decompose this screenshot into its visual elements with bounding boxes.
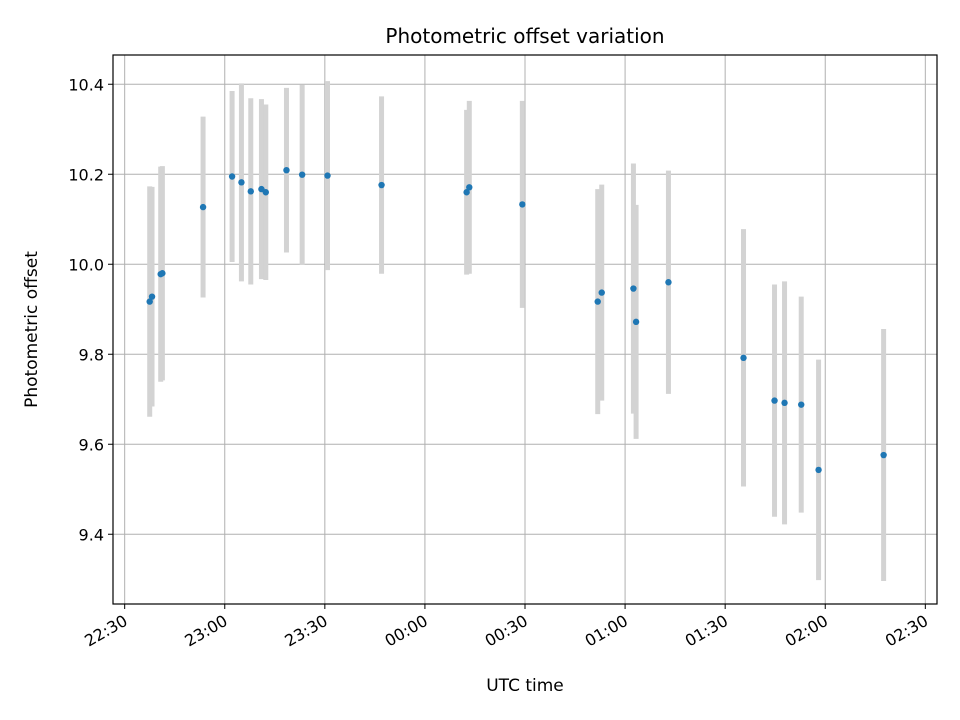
data-point	[519, 201, 526, 208]
data-point	[771, 397, 778, 404]
data-point	[598, 289, 605, 296]
data-point	[228, 173, 236, 180]
data-point	[148, 293, 156, 300]
y-tick-label: 10.0	[68, 255, 104, 274]
data-point	[238, 179, 245, 186]
data-point	[463, 189, 470, 196]
y-tick-label: 10.4	[68, 75, 104, 94]
data-point	[594, 298, 601, 305]
y-axis-label: Photometric offset	[22, 251, 42, 408]
y-tick-label: 9.8	[79, 345, 104, 364]
chart-title: Photometric offset variation	[385, 24, 664, 48]
data-point	[159, 270, 166, 277]
data-point	[298, 171, 306, 178]
x-axis-label: UTC time	[486, 676, 564, 696]
y-axis-ticks: 9.4 9.6 9.8 10.0 10.2 10.4	[68, 75, 113, 544]
data-point	[815, 466, 822, 474]
data-point	[378, 181, 385, 189]
data-point	[466, 184, 473, 191]
data-point	[880, 451, 887, 459]
y-tick-label: 10.2	[68, 165, 104, 184]
data-point	[630, 285, 637, 292]
data-point	[247, 188, 254, 195]
y-tick-label: 9.4	[79, 525, 104, 544]
data-point	[262, 189, 269, 196]
data-point	[740, 354, 747, 362]
data-point	[324, 172, 331, 179]
data-points	[146, 167, 887, 474]
data-point	[781, 399, 788, 407]
data-point	[632, 318, 640, 326]
data-point	[798, 401, 805, 408]
data-point	[665, 279, 672, 286]
grid	[113, 55, 937, 604]
data-point	[199, 203, 207, 211]
y-tick-label: 9.6	[79, 435, 104, 454]
data-point	[146, 298, 153, 305]
data-point	[283, 167, 290, 174]
